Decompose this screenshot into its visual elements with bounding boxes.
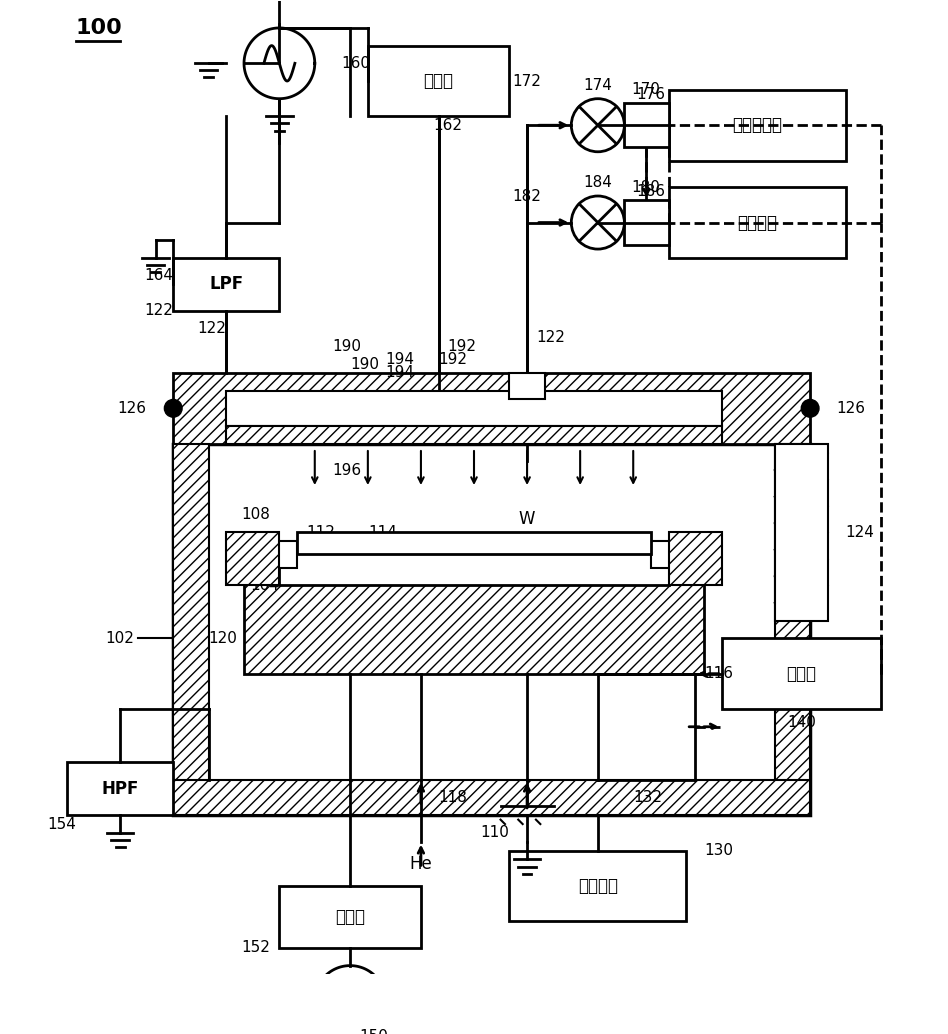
Text: 112: 112 [306, 524, 335, 540]
Text: 100: 100 [76, 18, 122, 38]
Text: 172: 172 [513, 73, 541, 89]
Circle shape [801, 399, 819, 417]
Bar [775, 444, 828, 620]
Text: 186: 186 [636, 184, 665, 200]
Bar [775, 444, 811, 815]
Bar [262, 541, 297, 568]
Text: 124: 124 [846, 524, 874, 540]
Bar [509, 851, 686, 921]
Text: 192: 192 [439, 353, 467, 367]
Bar [173, 257, 280, 311]
Bar [280, 550, 668, 585]
Text: 182: 182 [513, 188, 541, 204]
Bar [227, 391, 721, 426]
Bar [368, 45, 509, 117]
Text: 152: 152 [242, 940, 270, 955]
Text: HPF: HPF [101, 780, 138, 797]
Text: He: He [410, 855, 432, 873]
Bar [625, 201, 668, 245]
Text: 110: 110 [481, 825, 509, 841]
Text: 194: 194 [386, 353, 414, 367]
Text: 176: 176 [636, 87, 665, 101]
Text: 190: 190 [350, 357, 379, 371]
Text: 194: 194 [386, 365, 414, 381]
Bar [280, 886, 421, 948]
Text: 120: 120 [209, 631, 238, 646]
Bar [67, 762, 173, 815]
Text: 104: 104 [250, 578, 280, 592]
Text: 192: 192 [447, 339, 477, 354]
Text: 150: 150 [359, 1029, 388, 1034]
Text: W: W [519, 510, 536, 528]
Bar [668, 90, 846, 160]
Text: 174: 174 [583, 78, 612, 93]
Text: 126: 126 [118, 401, 147, 416]
Bar [651, 541, 686, 568]
Text: LPF: LPF [210, 275, 244, 294]
Bar [297, 533, 651, 554]
Circle shape [164, 399, 182, 417]
Text: 114: 114 [368, 524, 396, 540]
Bar [509, 373, 545, 399]
Bar [668, 187, 846, 257]
Text: 添加气体: 添加气体 [738, 214, 777, 232]
Text: 160: 160 [341, 56, 371, 70]
Text: 170: 170 [630, 83, 660, 97]
Text: 122: 122 [197, 322, 227, 336]
Bar [173, 444, 811, 815]
Text: 122: 122 [536, 330, 565, 345]
Text: 154: 154 [47, 817, 76, 831]
Bar [668, 533, 721, 585]
Text: 164: 164 [144, 268, 173, 283]
Text: 184: 184 [583, 175, 612, 190]
Text: 122: 122 [144, 304, 173, 318]
Bar [227, 533, 280, 585]
Text: 匹配器: 匹配器 [336, 908, 365, 925]
Text: 匹配器: 匹配器 [424, 72, 453, 90]
Text: 130: 130 [704, 843, 733, 858]
Text: 控制部: 控制部 [786, 665, 816, 682]
Text: 排气装置: 排气装置 [578, 877, 618, 895]
Bar [173, 373, 811, 444]
Bar [625, 103, 668, 148]
Bar [721, 638, 881, 709]
Text: 126: 126 [837, 401, 866, 416]
Text: 180: 180 [630, 180, 660, 194]
Bar [173, 444, 209, 815]
Text: 102: 102 [106, 631, 135, 646]
Text: 162: 162 [433, 118, 462, 132]
Text: 132: 132 [633, 790, 663, 805]
Text: 196: 196 [333, 463, 361, 478]
Text: 处理气体源: 处理气体源 [732, 116, 782, 134]
Text: 190: 190 [333, 339, 361, 354]
Bar [244, 568, 704, 674]
Bar [173, 780, 811, 815]
Text: 108: 108 [242, 507, 270, 522]
Text: 116: 116 [704, 666, 733, 681]
Bar [227, 426, 721, 444]
Text: 118: 118 [439, 790, 467, 805]
Text: 140: 140 [787, 714, 815, 730]
